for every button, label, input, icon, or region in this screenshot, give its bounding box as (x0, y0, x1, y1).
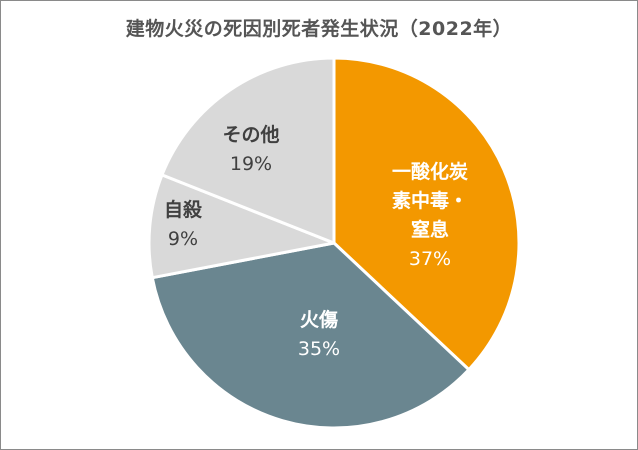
slice-category-label: 窒息 (411, 218, 449, 241)
slice-category-label: 素中毒・ (392, 189, 468, 212)
slice-category-label: 火傷 (300, 308, 338, 331)
slice-value-label: 19% (230, 153, 272, 175)
slice-category-label: 一酸化炭 (392, 160, 468, 183)
slice-category-label: 自殺 (164, 198, 203, 221)
pie-slice-co-suffocation (332, 56, 521, 372)
pie-slices (147, 56, 521, 430)
slice-value-label: 37% (409, 248, 451, 270)
chart-title: 建物火災の死因別死者発生状況（2022年） (125, 18, 513, 40)
slice-value-label: 35% (298, 338, 340, 360)
slice-value-label: 9% (168, 228, 198, 250)
pie-slice-suicide (147, 173, 336, 280)
pie-slice-other (160, 56, 336, 245)
slice-category-label: その他 (222, 123, 279, 146)
pie-slice-burn (150, 241, 471, 430)
